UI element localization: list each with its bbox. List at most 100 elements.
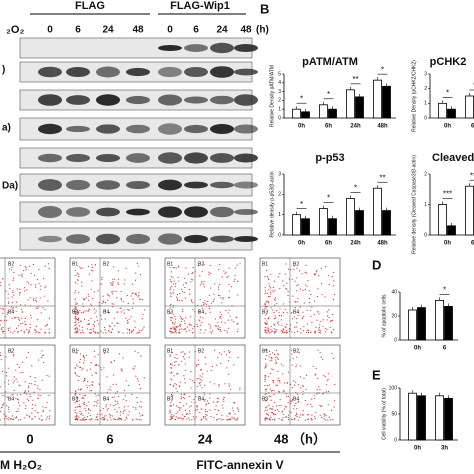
flow-dot <box>173 328 175 330</box>
flow-dot <box>197 363 200 366</box>
blot-band <box>234 181 258 189</box>
flow-dot <box>299 414 301 416</box>
flow-dot <box>102 295 104 297</box>
flow-dot <box>11 301 14 304</box>
x-tick-label: 24h <box>350 241 361 247</box>
flow-dot <box>318 386 320 388</box>
flow-dot <box>44 308 46 310</box>
flow-dot <box>87 311 89 313</box>
flow-dot <box>9 327 11 329</box>
flow-dot <box>137 352 139 354</box>
flow-dot <box>127 321 129 323</box>
blot-band <box>184 234 208 244</box>
flow-dot <box>219 311 222 313</box>
flow-dot <box>18 318 20 320</box>
y-tick-label: 40 <box>391 289 397 295</box>
flow-dot <box>199 395 201 398</box>
quadrant-label: B2 <box>8 261 14 267</box>
flow-dot <box>286 282 288 284</box>
flow-dot <box>265 323 267 325</box>
blot-band <box>66 207 90 217</box>
flow-dot <box>172 283 175 285</box>
flow-dot <box>74 371 76 374</box>
flow-dot <box>17 330 19 333</box>
flow-dot <box>113 317 115 319</box>
flow-dot <box>195 416 197 418</box>
flow-dot <box>89 419 91 421</box>
flow-dot <box>89 368 92 370</box>
flow-dot <box>271 408 274 410</box>
flow-dot <box>275 384 277 386</box>
flow-dot <box>101 276 103 279</box>
blot-band <box>38 94 62 106</box>
flow-dot <box>90 288 92 291</box>
flow-dot <box>219 418 221 420</box>
flow-dot <box>266 349 268 351</box>
flow-dot <box>205 413 207 416</box>
flow-dot <box>204 400 206 402</box>
flow-dot <box>201 376 203 378</box>
flow-dot <box>278 324 280 326</box>
flow-dot <box>299 306 301 308</box>
flow-dot <box>184 277 186 280</box>
blot-band <box>66 179 90 191</box>
flow-dot <box>296 416 298 418</box>
y-tick-label: 0 <box>394 437 397 443</box>
flow-dot <box>270 416 272 418</box>
flow-dot <box>27 386 29 389</box>
flow-dot <box>17 332 19 334</box>
flow-dot <box>32 404 34 406</box>
flow-dot <box>140 401 142 403</box>
flow-dot <box>219 352 221 354</box>
flow-dot <box>299 365 301 367</box>
flow-dot <box>198 311 200 313</box>
flow-dot <box>79 406 81 408</box>
flow-dot <box>85 310 87 312</box>
flow-dot <box>299 376 301 378</box>
flow-dot <box>106 409 109 411</box>
flow-dot <box>139 388 141 390</box>
flow-dot <box>225 354 228 356</box>
flow-dot <box>277 370 279 372</box>
blot-band <box>158 66 182 78</box>
flow-dot <box>123 312 125 314</box>
flow-dot <box>77 379 79 382</box>
flow-dot <box>74 306 76 308</box>
flow-dot <box>134 320 136 322</box>
flow-dot <box>287 294 289 297</box>
flow-dot <box>98 365 100 367</box>
flow-dot <box>42 409 44 411</box>
flow-dot <box>213 401 215 403</box>
flow-dot <box>323 374 325 377</box>
flow-dot <box>11 394 13 396</box>
blot-band <box>38 153 62 163</box>
flow-dot <box>3 330 5 333</box>
flow-dot <box>265 399 267 402</box>
flow-dot <box>276 357 279 359</box>
flow-dot <box>74 409 76 411</box>
flow-dot <box>204 302 206 304</box>
flow-dot <box>239 387 241 389</box>
flow-dot <box>237 417 239 419</box>
flow-dot <box>177 325 179 328</box>
flow-dot <box>35 307 37 309</box>
flow-dot <box>110 283 112 285</box>
flow-dot <box>37 384 39 387</box>
flow-dot <box>301 273 303 275</box>
flow-dot <box>202 416 205 418</box>
flow-dot <box>125 399 127 402</box>
flow-dot <box>115 383 117 385</box>
flow-dot <box>14 417 16 419</box>
flow-dot <box>97 353 99 356</box>
flow-dot <box>41 379 43 381</box>
flow-dot <box>298 352 301 354</box>
flow-dot <box>265 314 267 316</box>
flow-dot <box>88 401 90 403</box>
bar <box>319 208 328 236</box>
flow-dot <box>31 418 33 420</box>
flow-dot <box>77 396 79 399</box>
flow-dot <box>170 367 173 369</box>
flow-dot <box>237 356 239 359</box>
flow-dot <box>272 380 274 382</box>
flow-dot <box>264 276 266 278</box>
